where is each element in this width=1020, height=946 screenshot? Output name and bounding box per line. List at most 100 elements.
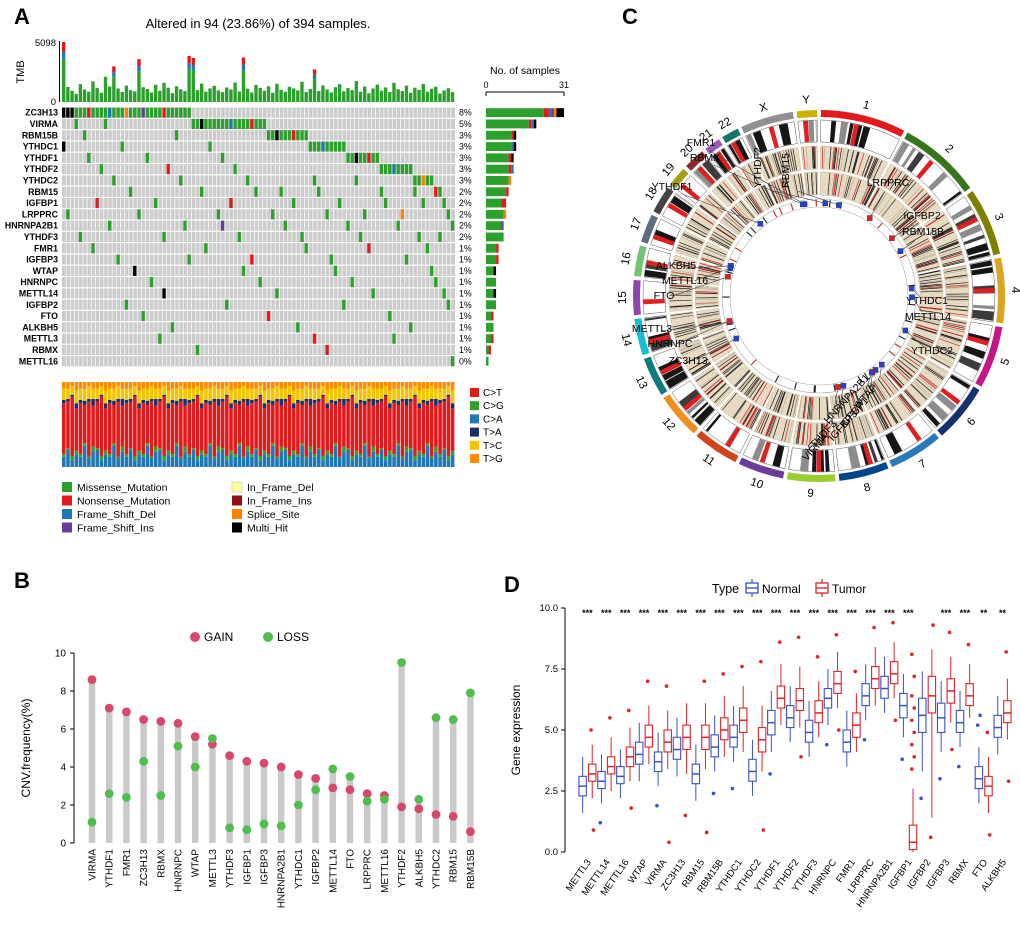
ring-tick [698,266,721,273]
mutation-cell [95,198,99,209]
titv-bar-segment [304,401,309,457]
ring-tick [945,312,968,316]
mutation-cell [220,118,225,129]
ring-tick [811,146,814,169]
mutation-cell [371,152,375,163]
titv-bar-segment [233,399,237,404]
ring-tick [918,375,937,390]
ring-tick [919,374,937,389]
titv-legend-swatch [470,440,479,450]
mutation-cell [103,118,108,129]
ring-tick [888,369,905,386]
titv-bar-segment [262,408,267,451]
gene-connector-line [681,193,761,225]
ring-tick [739,403,752,423]
ring-tick [708,195,725,211]
ring-tick [938,242,959,252]
circos-gene-label: YTHDF2 [752,147,764,188]
titv-bar-segment [358,399,363,404]
titv-bar-segment [141,403,146,455]
tumor-outlier-dot [740,664,744,669]
mutation-cell [333,141,338,152]
titv-bar-segment [183,399,187,406]
y-tick-label: 5.0 [545,725,558,736]
titv-bar-segment [438,388,442,400]
titv-bar-segment [400,458,405,467]
loss-dot [448,715,458,724]
ring-tick [773,153,781,175]
sample-count-bar [486,300,497,310]
ideogram-band [874,439,884,461]
ring-tick [888,170,901,190]
ring-tick [894,363,911,380]
titv-bar-segment [317,401,321,449]
titv-bar-segment [245,405,250,447]
ring-tick [864,414,874,436]
ring-tick [710,343,730,355]
legend-title: Type [712,582,739,596]
ring-tick [851,419,858,441]
ring-tick [898,219,917,234]
ring-tick [672,322,695,328]
gene-pct-label: 3% [459,164,472,174]
normal-box [616,766,625,785]
mutation-cell [333,265,338,276]
chromosome-label: 17 [629,216,645,232]
chromosome-arc [741,111,794,134]
titv-bar-segment [170,382,175,389]
ring-tick [946,285,969,288]
mutation-cell [258,277,262,288]
ring-tick [882,375,897,393]
titv-bar-segment [258,382,263,387]
ring-tick [932,227,952,238]
centromere-band [940,387,961,405]
tumor-outlier-dot [891,620,895,625]
mutation-legend-label: Frame_Shift_Del [77,509,156,521]
ring-tick [912,336,933,346]
ring-tick [847,177,855,199]
ring-tick [917,266,939,273]
mutation-cell [271,130,275,141]
gene-label: YTHDC2 [23,175,58,185]
ring-tick [878,408,890,429]
ring-tick [810,397,813,420]
tumor-outlier-dot [950,747,954,752]
mutation-cell [350,152,354,163]
mutation-cell [149,107,154,118]
ring-tick [912,248,934,258]
titv-bar-segment [446,396,451,456]
ring-tick [772,153,780,175]
ideogram-band [846,123,854,145]
titv-legend-swatch [470,401,479,411]
ring-tick [722,181,738,199]
mutation-cell [300,231,304,242]
mutation-cell [400,164,405,175]
titv-bar-segment [183,446,187,452]
titv-bar-segment [62,454,66,457]
titv-bar-segment [367,456,371,459]
ring-tick [698,268,721,274]
titv-bar-segment [179,386,183,399]
ring-tick [745,196,760,215]
gene-marker [868,369,875,376]
gain-dot [259,758,269,768]
titv-bar-segment [337,458,342,467]
ring-tick [705,198,723,213]
titv-bar-segment [133,382,137,387]
tumor-outlier-dot [893,718,898,723]
cnv-gene-label: IGFBP1 [242,849,253,885]
gene-label: RBM15B [22,130,58,140]
ring-tick [832,422,837,445]
ring-tick [745,407,757,427]
ring-tick [701,257,723,265]
sample-count-bar [486,289,494,298]
ring-tick [690,219,710,232]
titv-bar-segment [229,408,233,451]
titv-bar-segment [371,399,375,406]
ideogram-band [694,167,714,188]
ring-tick [851,151,859,173]
ring-tick [766,155,775,177]
titv-bar-segment [254,448,258,450]
ring-tick [870,412,880,433]
lollipop-stem [381,795,388,843]
